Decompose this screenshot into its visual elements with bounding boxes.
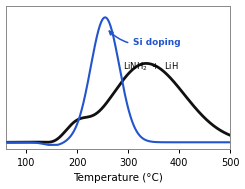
Text: Si doping: Si doping (109, 31, 181, 47)
Text: LiNH$_2$  +  LiH: LiNH$_2$ + LiH (123, 61, 179, 73)
X-axis label: Temperature (°C): Temperature (°C) (73, 174, 163, 184)
